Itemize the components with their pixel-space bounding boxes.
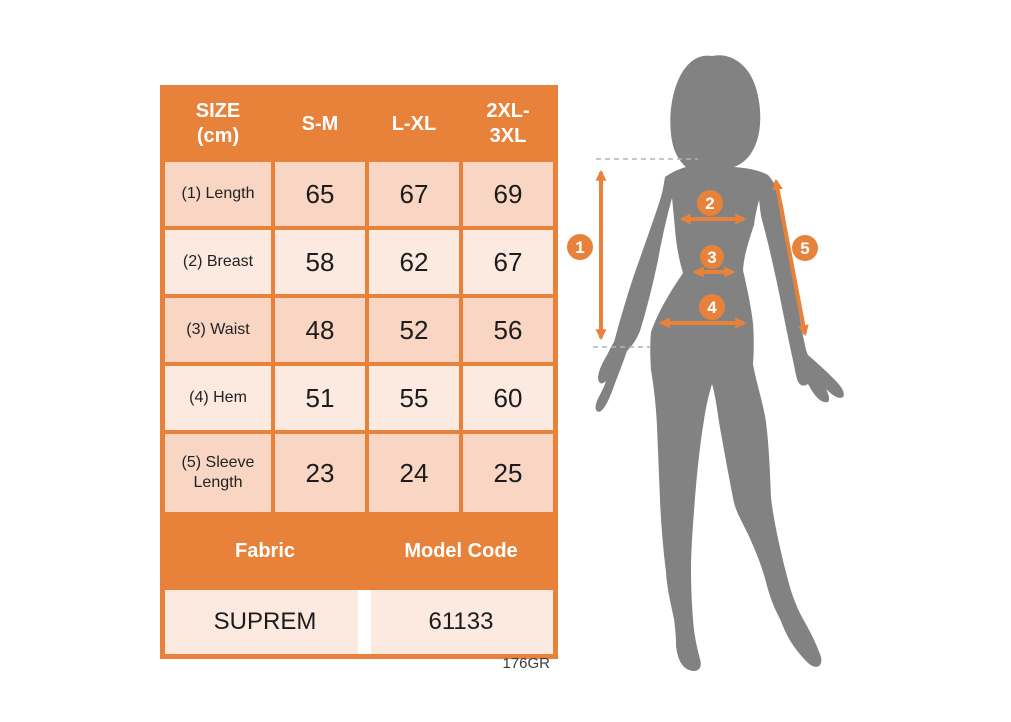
value-length-2xl3xl: 69	[463, 162, 553, 226]
measurement-diagram: 1 2 3 4 5	[567, 55, 844, 671]
value-breast-sm: 58	[275, 230, 365, 294]
marker-2: 2	[697, 190, 723, 216]
value-sleeve-sm: 23	[275, 434, 365, 512]
value-waist-lxl: 52	[369, 298, 459, 362]
row-label-sleeve: (5) Sleeve Length	[165, 434, 271, 512]
row-label-length: (1) Length	[165, 162, 271, 226]
col-header-size: SIZE (cm)	[165, 90, 271, 158]
row-label-breast: (2) Breast	[165, 230, 271, 294]
value-sleeve-lxl: 24	[369, 434, 459, 512]
value-length-lxl: 67	[369, 162, 459, 226]
marker-5: 5	[792, 235, 818, 261]
color-code-note: 176GR	[502, 655, 550, 672]
value-breast-2xl3xl: 67	[463, 230, 553, 294]
value-hem-lxl: 55	[369, 366, 459, 430]
value-sleeve-2xl3xl: 25	[463, 434, 553, 512]
size-table: SIZE (cm) S-M L-XL 2XL-3XL (1) Length 65…	[160, 85, 558, 659]
marker-1: 1	[567, 234, 593, 260]
marker-3: 3	[700, 245, 724, 269]
bottom-row-divider	[358, 590, 371, 654]
sleeve-arrow	[772, 178, 809, 337]
col-header-2xl3xl: 2XL-3XL	[463, 90, 553, 158]
value-breast-lxl: 62	[369, 230, 459, 294]
value-waist-2xl3xl: 56	[463, 298, 553, 362]
value-waist-sm: 48	[275, 298, 365, 362]
svg-text:5: 5	[800, 239, 809, 258]
svg-text:4: 4	[707, 298, 717, 317]
fabric-value: SUPREM	[165, 590, 365, 654]
row-label-hem: (4) Hem	[165, 366, 271, 430]
svg-text:3: 3	[707, 248, 716, 267]
col-header-lxl: L-XL	[369, 90, 459, 158]
svg-text:1: 1	[575, 238, 584, 257]
fabric-header: Fabric	[165, 516, 365, 586]
model-code-header: Model Code	[369, 516, 553, 586]
row-label-waist: (3) Waist	[165, 298, 271, 362]
model-code-value: 61133	[369, 590, 553, 654]
svg-text:2: 2	[705, 194, 714, 213]
col-header-sm: S-M	[275, 90, 365, 158]
marker-4: 4	[699, 294, 725, 320]
value-hem-2xl3xl: 60	[463, 366, 553, 430]
value-hem-sm: 51	[275, 366, 365, 430]
value-length-sm: 65	[275, 162, 365, 226]
female-silhouette	[595, 55, 844, 671]
